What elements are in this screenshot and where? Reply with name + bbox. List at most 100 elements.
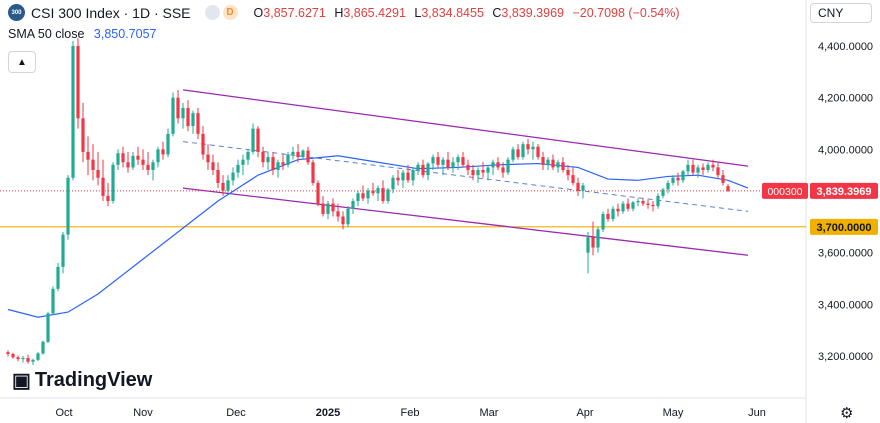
candle-body bbox=[106, 195, 110, 201]
tradingview-logo[interactable]: ▣ TradingView bbox=[12, 368, 152, 393]
candle-body bbox=[506, 159, 510, 173]
candle-body bbox=[616, 208, 620, 212]
candle-body bbox=[501, 167, 505, 173]
candle-body bbox=[396, 177, 400, 181]
candle-body bbox=[141, 159, 145, 165]
candle-body bbox=[61, 234, 65, 267]
candle-body bbox=[431, 157, 435, 164]
candle-body bbox=[361, 193, 365, 199]
x-tick-label: Jun bbox=[748, 407, 766, 419]
y-tick-label: 3,400.0000 bbox=[818, 299, 873, 311]
candle-body bbox=[656, 195, 660, 207]
candle-body bbox=[176, 97, 180, 119]
candle-body bbox=[6, 352, 10, 354]
candle-body bbox=[261, 151, 265, 163]
candle-body bbox=[611, 208, 615, 220]
settings-gear-icon[interactable]: ⚙ bbox=[840, 405, 854, 422]
candle-body bbox=[481, 170, 485, 173]
x-tick-label: Mar bbox=[480, 407, 499, 419]
candle-body bbox=[91, 159, 95, 170]
candle-body bbox=[711, 164, 715, 168]
candle-body bbox=[116, 153, 120, 165]
x-tick-label: May bbox=[663, 407, 684, 419]
candle-body bbox=[101, 177, 105, 196]
candle-body bbox=[241, 159, 245, 165]
candle-body bbox=[726, 186, 730, 191]
candle-body bbox=[456, 157, 460, 163]
symbol-logo[interactable]: 300 bbox=[8, 4, 25, 21]
delayed-data-badge[interactable]: D bbox=[222, 5, 238, 20]
candle-body bbox=[471, 170, 475, 176]
candle-body bbox=[336, 211, 340, 217]
candle-body bbox=[451, 162, 455, 168]
candle-body bbox=[706, 164, 710, 170]
candle-body bbox=[426, 163, 430, 176]
candle-body bbox=[211, 162, 215, 170]
candle-body bbox=[381, 188, 385, 201]
candle-body bbox=[366, 190, 370, 199]
candle-body bbox=[446, 159, 450, 168]
candle-body bbox=[601, 213, 605, 230]
channel-lower-line bbox=[182, 187, 749, 256]
candle-body bbox=[171, 97, 175, 134]
candle-body bbox=[111, 164, 115, 201]
candle-body bbox=[391, 177, 395, 190]
candle-body bbox=[266, 157, 270, 163]
candle-body bbox=[576, 182, 580, 191]
logo-text: TradingView bbox=[34, 369, 153, 391]
indicator-legend[interactable]: SMA 50 close 3,850.7057 bbox=[8, 27, 156, 41]
symbol-code-label-bg bbox=[762, 182, 808, 199]
currency-button[interactable]: CNY bbox=[810, 3, 872, 23]
candle-body bbox=[466, 164, 470, 170]
candle-body bbox=[31, 359, 35, 362]
y-tick-label: 4,000.0000 bbox=[818, 144, 873, 156]
candle-body bbox=[201, 133, 205, 155]
channel-midline bbox=[182, 141, 749, 212]
indicator-label: SMA 50 close bbox=[8, 27, 85, 41]
candle-body bbox=[251, 128, 255, 152]
ohlc-values: O3,857.6271 H3,865.4291 L3,834.8455 C3,8… bbox=[253, 5, 680, 20]
candle-body bbox=[376, 188, 380, 194]
candle-body bbox=[216, 170, 220, 183]
candle-body bbox=[676, 177, 680, 181]
candle-body bbox=[186, 108, 190, 127]
candle-body bbox=[231, 172, 235, 181]
candle-body bbox=[351, 201, 355, 209]
candle-body bbox=[76, 46, 80, 119]
candle-body bbox=[551, 159, 555, 168]
sma50-line bbox=[7, 155, 749, 318]
candle-body bbox=[36, 353, 40, 360]
change-value: −20.7098 (−0.54%) bbox=[572, 5, 680, 20]
candle-body bbox=[651, 204, 655, 207]
candle-body bbox=[256, 128, 260, 152]
candle-body bbox=[151, 162, 155, 170]
collapse-legend-button[interactable]: ▲ bbox=[8, 51, 36, 73]
candle-body bbox=[716, 167, 720, 176]
chart-legend: 300 CSI 300 Index · 1D · SSE D O3,857.62… bbox=[8, 4, 685, 21]
candle-body bbox=[326, 203, 330, 214]
candle-body bbox=[121, 153, 125, 163]
x-tick-label: 2025 bbox=[316, 407, 340, 419]
candle-body bbox=[416, 164, 420, 170]
candle-body bbox=[496, 162, 500, 168]
candle-body bbox=[191, 113, 195, 127]
candle-body bbox=[311, 162, 315, 183]
candle-body bbox=[406, 172, 410, 181]
candle-body bbox=[581, 185, 585, 191]
candle-body bbox=[606, 213, 610, 220]
candle-body bbox=[646, 203, 650, 205]
candle-body bbox=[531, 146, 535, 150]
candle-body bbox=[161, 149, 165, 155]
last-price-label-bg bbox=[810, 182, 878, 199]
candle-body bbox=[631, 202, 635, 209]
candle-body bbox=[146, 164, 150, 170]
y-tick-label: 4,400.0000 bbox=[818, 41, 873, 53]
symbol-title[interactable]: CSI 300 Index · 1D · SSE bbox=[31, 4, 191, 21]
candle-body bbox=[491, 162, 495, 168]
candle-body bbox=[371, 190, 375, 194]
candle-body bbox=[401, 172, 405, 181]
candle-body bbox=[681, 171, 685, 181]
candle-body bbox=[486, 167, 490, 173]
candle-body bbox=[641, 201, 645, 204]
